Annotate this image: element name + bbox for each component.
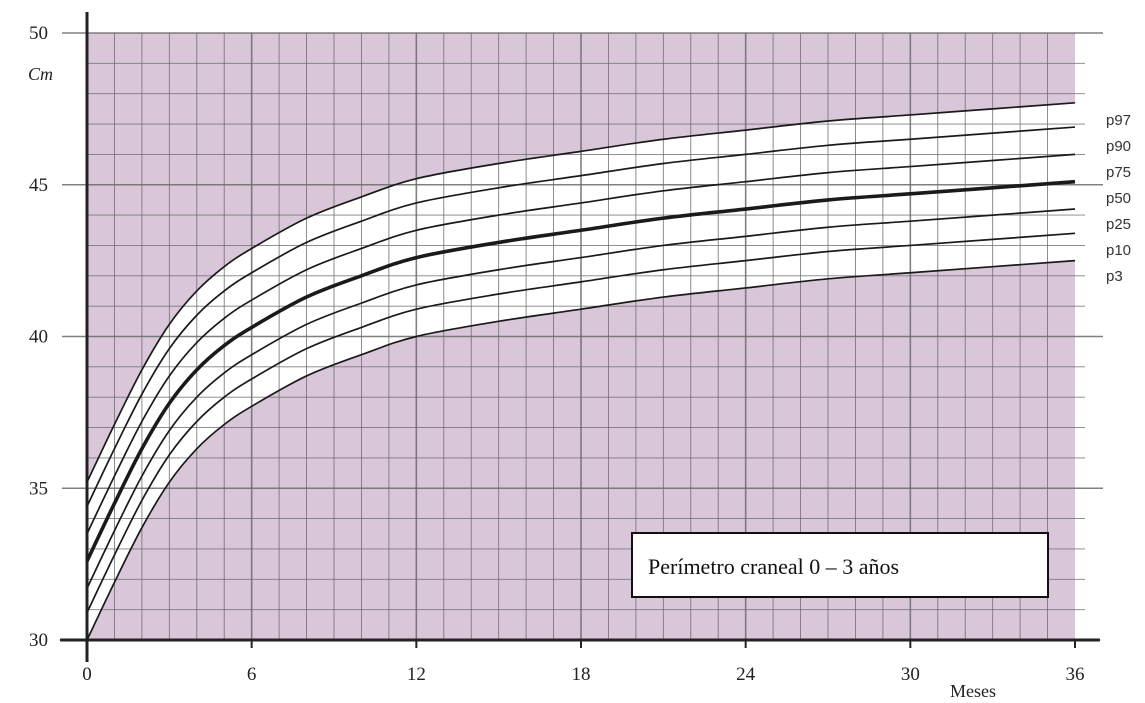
x-tick-label: 12: [407, 664, 426, 685]
title-box-frame: [631, 532, 1049, 598]
x-tick-label: 18: [572, 664, 591, 685]
series-label-p3: p3: [1106, 268, 1123, 285]
series-label-p25: p25: [1106, 216, 1131, 233]
series-line-p25: [86, 208, 1076, 589]
percentile-lines: [85, 101, 1076, 641]
x-tick-label: 24: [736, 664, 756, 685]
series-label-p50: p50: [1106, 190, 1131, 207]
x-tick-label: 6: [247, 664, 257, 685]
grid-lines: [62, 32, 1103, 640]
series-line-p3: [86, 259, 1076, 641]
y-tick-label: 50: [29, 23, 48, 44]
series-line-p75: [86, 153, 1076, 535]
y-tick-label: 35: [29, 478, 48, 499]
series-line-p90: [86, 126, 1076, 507]
x-axis-label: Meses: [950, 681, 996, 701]
series-label-p97: p97: [1106, 112, 1131, 129]
chart-title-box: Perímetro craneal 0 – 3 años: [631, 532, 1049, 598]
x-tick-label: 0: [82, 664, 92, 685]
series-line-p97: [86, 101, 1076, 483]
series-labels: p97 p90 p75 p50 p25 p10 p3: [1106, 112, 1131, 285]
y-tick-label: 40: [29, 327, 48, 348]
tick-labels: 0 6 12 18 24 30 36 30 35 40 45 50: [29, 23, 1085, 685]
series-line-p10: [86, 232, 1076, 614]
series-label-p10: p10: [1106, 242, 1131, 259]
series-label-p75: p75: [1106, 164, 1131, 181]
series-label-p90: p90: [1106, 138, 1131, 155]
y-axis-label: Cm: [28, 64, 53, 84]
x-tick-label: 36: [1066, 664, 1085, 685]
series-line-p50: [85, 179, 1076, 562]
y-tick-label: 30: [29, 630, 48, 651]
axes: [60, 12, 1100, 662]
y-tick-label: 45: [29, 175, 48, 196]
chart-title: Perímetro craneal 0 – 3 años: [648, 554, 899, 579]
x-tick-label: 30: [901, 664, 920, 685]
